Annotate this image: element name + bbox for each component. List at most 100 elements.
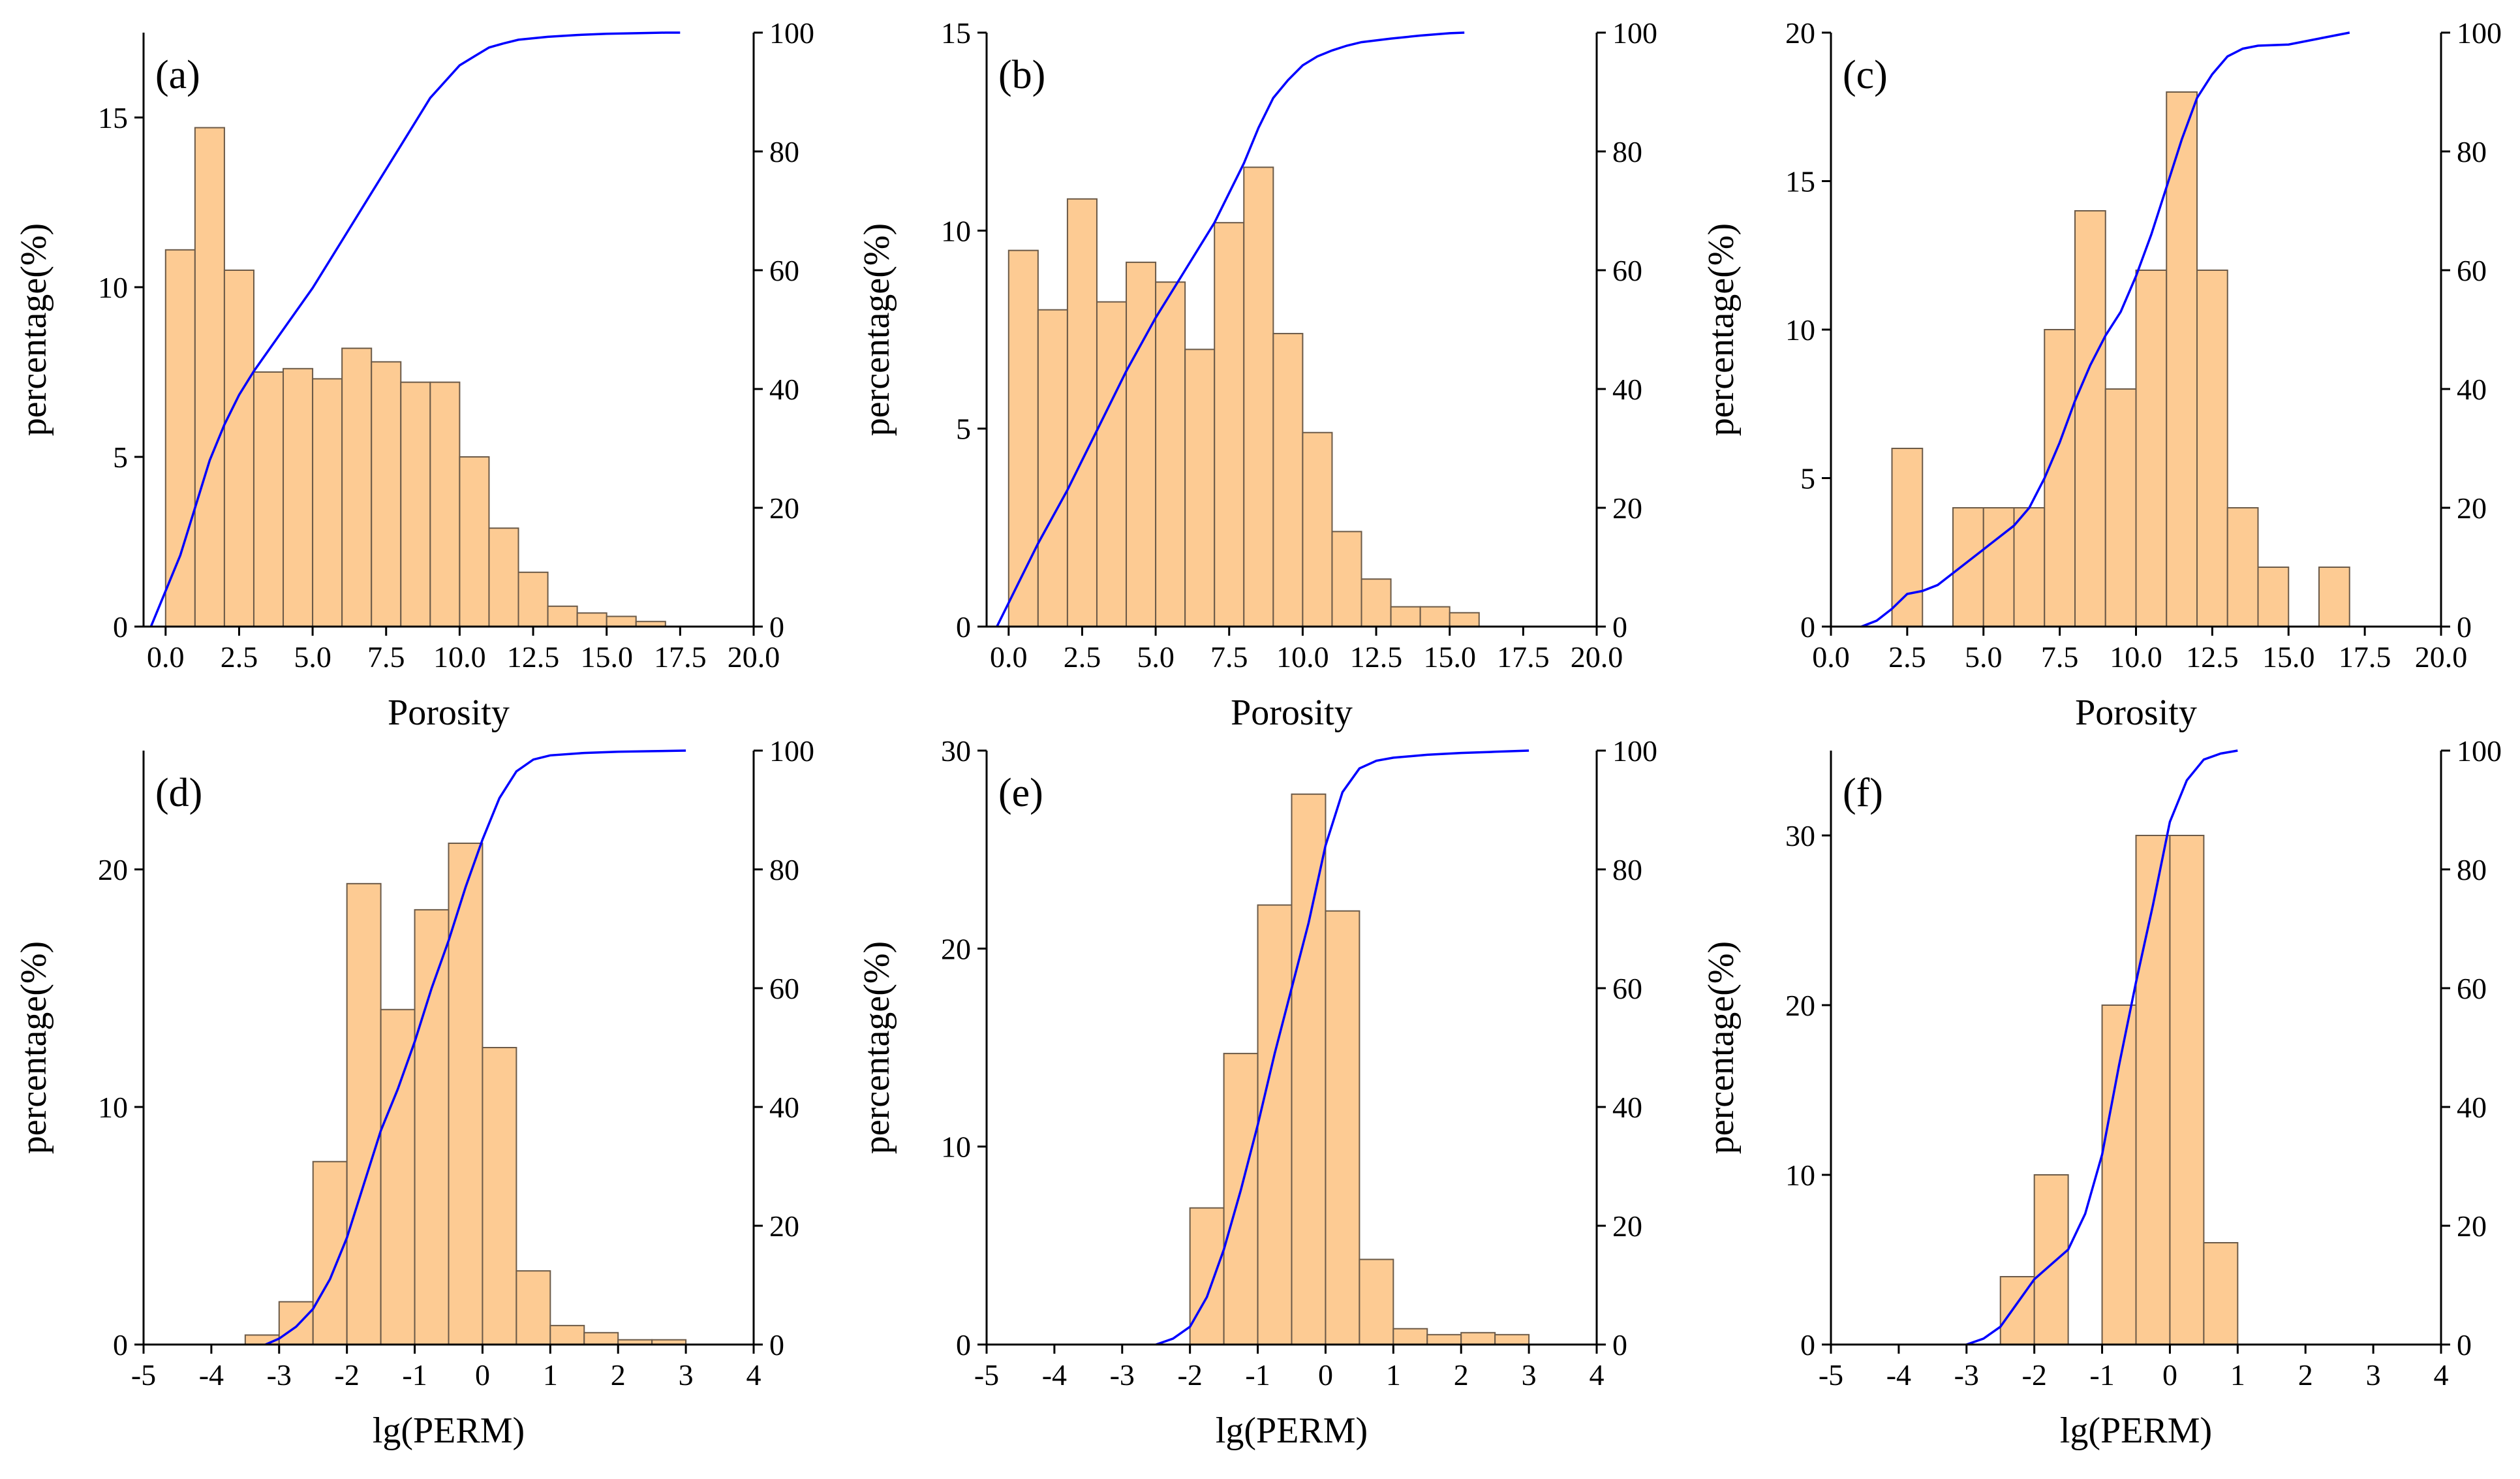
x-tick-label: 10.0 <box>1276 640 1329 674</box>
y-tick-label: 30 <box>1785 819 1815 852</box>
y2-tick-label: 0 <box>769 610 784 644</box>
x-tick-label: 1 <box>543 1358 558 1392</box>
histogram-bar <box>1126 261 1157 628</box>
cumulative-line <box>265 749 686 1346</box>
x-tick-label: 2 <box>1454 1358 1469 1392</box>
histogram-bar <box>2318 567 2350 627</box>
y2-tick-label: 0 <box>1612 610 1627 644</box>
histogram-bar <box>1007 249 1039 627</box>
histogram-bar <box>2169 835 2205 1345</box>
y2-tick-label: 20 <box>769 1209 799 1243</box>
x-tick-label: -4 <box>1042 1358 1067 1392</box>
x-tick-label: 20.0 <box>2415 640 2468 674</box>
x-tick-label: 17.5 <box>654 640 707 674</box>
y2-tick-label: 20 <box>1612 491 1642 525</box>
y2-tick-label: 100 <box>769 734 814 768</box>
x-tick-label: 7.5 <box>1210 640 1248 674</box>
panel-c: 0.0 2.5 5.0 7.5 10.0 12.5 15.0 17.5 20.005101520… <box>1701 16 2502 733</box>
x-tick-label: -2 <box>2022 1358 2047 1392</box>
x-tick-label: 12.5 <box>2186 640 2239 674</box>
histogram-bar <box>2135 270 2168 627</box>
cumulative-line <box>996 31 1465 627</box>
x-tick-label: 17.5 <box>2339 640 2391 674</box>
x-tick-label: -2 <box>1178 1358 1203 1392</box>
y-axis-title: percentage(%) <box>14 223 54 436</box>
histogram-bar <box>346 882 382 1345</box>
x-axis-title: Porosity <box>388 693 510 733</box>
y2-tick-label: 40 <box>769 1091 799 1124</box>
x-tick-label: -1 <box>402 1358 427 1392</box>
x-tick-label: 20.0 <box>1571 640 1623 674</box>
histogram-bar <box>1360 578 1392 628</box>
histogram-bar <box>1331 531 1362 628</box>
histogram-bar <box>2226 507 2259 627</box>
y-tick-label: 0 <box>113 1328 128 1362</box>
x-tick-label: 5.0 <box>1137 640 1175 674</box>
histogram-bar <box>1214 222 1245 627</box>
x-tick-label: 2 <box>2298 1358 2313 1392</box>
histogram-bar <box>312 378 343 628</box>
histogram-bar <box>1390 606 1421 628</box>
cumulative-line <box>1156 749 1529 1346</box>
y2-tick-label: 100 <box>2457 16 2502 50</box>
y2-tick-label: 20 <box>769 491 799 525</box>
x-tick-label: -1 <box>1245 1358 1270 1392</box>
panel-e: -5 -4 -3 -2 -1 0 1 2 3 40102030020406080100lg(PER… <box>857 734 1657 1451</box>
histogram-bar <box>1982 507 2015 627</box>
y-tick-label: 5 <box>113 441 128 474</box>
x-tick-label: 12.5 <box>507 640 560 674</box>
histogram-bar <box>278 1301 314 1345</box>
y-tick-label: 10 <box>98 271 128 304</box>
panel-a: 0.0 2.5 5.0 7.5 10.0 12.5 15.0 17.5 20.005101502… <box>14 16 814 733</box>
y-tick-label: 5 <box>956 413 971 446</box>
x-tick-label: -5 <box>131 1358 156 1392</box>
histogram-bar <box>2203 1242 2239 1345</box>
histogram-bar <box>1223 1053 1259 1345</box>
x-tick-label: 0 <box>2162 1358 2177 1392</box>
histogram-bar <box>515 1270 551 1346</box>
histogram-bar <box>194 127 225 628</box>
y2-tick-label: 80 <box>2457 135 2487 168</box>
x-tick-label: 0 <box>1318 1358 1333 1392</box>
x-axis-title: Porosity <box>1231 693 1353 733</box>
x-tick-label: 0.0 <box>990 640 1028 674</box>
y-tick-label: 20 <box>98 853 128 886</box>
x-tick-label: 5.0 <box>294 640 331 674</box>
histogram-bar <box>547 605 578 627</box>
y-tick-label: 15 <box>941 16 971 50</box>
y2-tick-label: 40 <box>2457 1091 2487 1124</box>
y2-tick-label: 0 <box>2457 610 2472 644</box>
y2-tick-label: 100 <box>769 16 814 50</box>
histogram-bar <box>2101 1004 2137 1345</box>
y2-tick-label: 60 <box>1612 254 1642 287</box>
x-tick-label: 3 <box>679 1358 694 1392</box>
histogram-bar <box>1952 507 1984 627</box>
histogram-bar <box>1189 1207 1225 1345</box>
x-tick-label: 1 <box>2230 1358 2245 1392</box>
y-tick-label: 0 <box>1800 610 1815 644</box>
y2-tick-label: 20 <box>1612 1209 1642 1243</box>
y2-tick-label: 20 <box>2457 1209 2487 1243</box>
histogram-bar <box>517 571 549 627</box>
histogram-bar <box>2257 567 2290 627</box>
y-tick-label: 15 <box>98 101 128 134</box>
panel-b: 0.0 2.5 5.0 7.5 10.0 12.5 15.0 17.5 20.005101502… <box>857 16 1657 733</box>
x-tick-label: -4 <box>199 1358 224 1392</box>
x-tick-label: -1 <box>2089 1358 2114 1392</box>
histogram-bar <box>2044 329 2076 627</box>
histogram-bar <box>606 615 637 628</box>
x-tick-label: 10.0 <box>2110 640 2162 674</box>
x-tick-label: 1 <box>1386 1358 1401 1392</box>
histogram-bar <box>576 612 607 628</box>
y2-tick-label: 60 <box>769 972 799 1005</box>
panel-label: (c) <box>1843 53 1888 97</box>
histogram-bar <box>1449 612 1480 627</box>
histogram-bar <box>253 371 284 627</box>
x-axis-title: lg(PERM) <box>373 1410 525 1451</box>
panel-label: (f) <box>1843 771 1883 815</box>
histogram-bar <box>1096 301 1128 627</box>
y-tick-label: 10 <box>941 214 971 247</box>
x-tick-label: 10.0 <box>433 640 486 674</box>
x-tick-label: 0 <box>475 1358 490 1392</box>
y2-tick-label: 60 <box>2457 254 2487 287</box>
